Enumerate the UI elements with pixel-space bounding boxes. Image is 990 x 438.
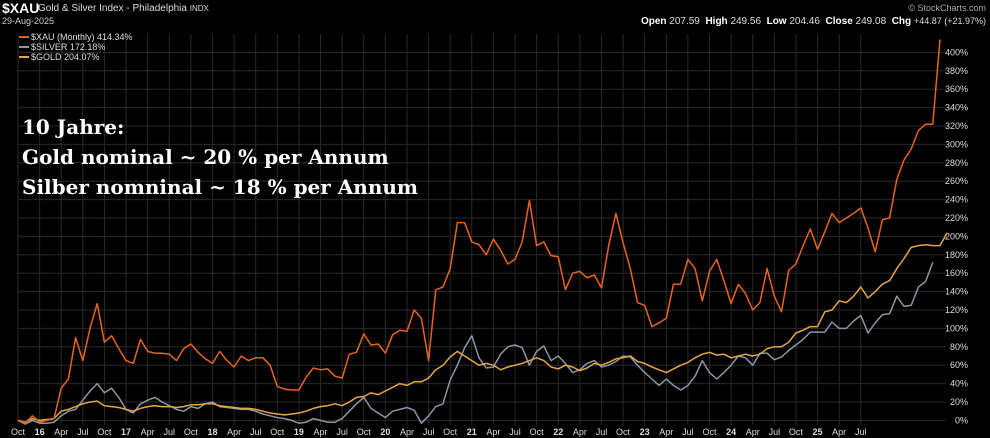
x-tick-label: Jul [250,427,262,437]
x-tick-label: 16 [35,427,45,437]
ohlc-readout: Open 207.59 High 249.56 Low 204.46 Close… [641,16,986,27]
y-tick-label: 20% [950,397,968,407]
x-tick-label: Jul [596,427,608,437]
legend-entry: $SILVER 172.18% [31,42,105,52]
x-tick-label: Jul [509,427,521,437]
x-tick-label: Oct [97,427,112,437]
chg-label: Chg [891,16,912,27]
grid-lines [17,34,946,425]
x-tick-label: 23 [640,427,650,437]
y-tick-label: 120% [945,305,968,315]
x-tick-label: Apr [400,427,414,437]
low-label: Low [766,16,787,27]
y-tick-label: 380% [945,66,968,76]
symbol-label: $XAU [2,0,40,16]
y-tick-label: 260% [945,176,968,186]
x-tick-label: 22 [553,427,563,437]
chg-value: +44.87 (+21.97%) [913,16,986,26]
legend-entry: $XAU (Monthly) 414.34% [31,32,133,42]
chart-date: 29-Aug-2025 [2,16,55,26]
x-tick-label: Apr [746,427,760,437]
x-tick-label: Oct [443,427,458,437]
y-tick-label: 40% [950,379,968,389]
x-tick-label: Jul [769,427,781,437]
series-line-2 [17,232,948,423]
y-tick-label: 340% [945,103,968,113]
annotation-line-3: Silber nomninal ~ 18 % per Annum [22,175,419,199]
legend-entry: $GOLD 204.07% [31,52,100,62]
x-tick-label: 24 [726,427,736,437]
x-tick-label: Apr [659,427,673,437]
x-tick-label: 17 [121,427,131,437]
x-tick-label: Oct [530,427,545,437]
x-tick-label: Apr [314,427,328,437]
x-tick-label: Oct [357,427,372,437]
x-tick-label: Apr [573,427,587,437]
x-tick-label: Apr [227,427,241,437]
y-tick-label: 280% [945,158,968,168]
series-line-0 [17,39,941,424]
x-tick-label: Jul [77,427,89,437]
x-tick-label: Jul [336,427,348,437]
open-value: 207.59 [669,16,700,27]
y-tick-label: 360% [945,84,968,94]
x-tick-label: Oct [616,427,631,437]
x-tick-label: Apr [832,427,846,437]
x-tick-label: 19 [294,427,304,437]
index-name: Gold & Silver Index - Philadelphia INDX [38,3,209,14]
x-tick-label: 18 [207,427,217,437]
brand-watermark: © StockCharts.com [908,3,986,13]
x-tick-label: Oct [270,427,285,437]
close-value: 249.08 [855,16,887,27]
y-tick-label: 60% [950,360,968,370]
y-tick-label: 180% [945,250,968,260]
y-tick-label: 400% [945,47,968,57]
y-tick-label: 100% [945,323,968,333]
annotation-line-1: 10 Jahre: [22,115,125,139]
exchange-label: INDX [189,4,209,13]
index-title: Gold & Silver Index - Philadelphia [38,3,187,14]
x-tick-label: Apr [141,427,155,437]
x-tick-label: 20 [380,427,390,437]
low-value: 204.46 [789,16,820,27]
x-tick-label: Oct [789,427,804,437]
x-tick-label: Apr [486,427,500,437]
y-tick-label: 160% [945,268,968,278]
y-tick-label: 200% [945,231,968,241]
y-tick-label: 0% [955,415,968,425]
y-axis-labels: 0% 20% 40% 60% 80% 100% 120% 140% 160% 180% 200% 22… [945,47,968,425]
annotation-line-2: Gold nominal ~ 20 % per Annum [22,145,389,169]
x-tick-label: Jul [164,427,176,437]
open-label: Open [640,16,667,27]
x-tick-label: Jul [682,427,694,437]
series-lines [17,39,948,425]
x-tick-label: Jul [423,427,435,437]
y-tick-label: 220% [945,213,968,223]
y-tick-label: 300% [945,139,968,149]
x-tick-label: 25 [813,427,823,437]
y-tick-label: 320% [945,121,968,131]
y-tick-label: 240% [945,195,968,205]
x-axis-labels: Oct 16 Apr Jul Oct 17 Apr Jul Oct 18 Apr Jul Oct 19 Ap… [11,427,867,437]
x-tick-label: Apr [54,427,68,437]
x-tick-label: Oct [702,427,717,437]
y-tick-label: 140% [945,287,968,297]
legend: $XAU (Monthly) 414.34%$SILVER 172.18%$GO… [19,32,133,62]
close-label: Close [825,16,853,27]
high-label: High [705,16,728,27]
x-tick-label: Jul [855,427,867,437]
y-tick-label: 80% [950,342,968,352]
high-value: 249.56 [730,16,762,27]
x-tick-label: Oct [184,427,199,437]
x-tick-label: Oct [11,427,26,437]
x-tick-label: 21 [467,427,477,437]
